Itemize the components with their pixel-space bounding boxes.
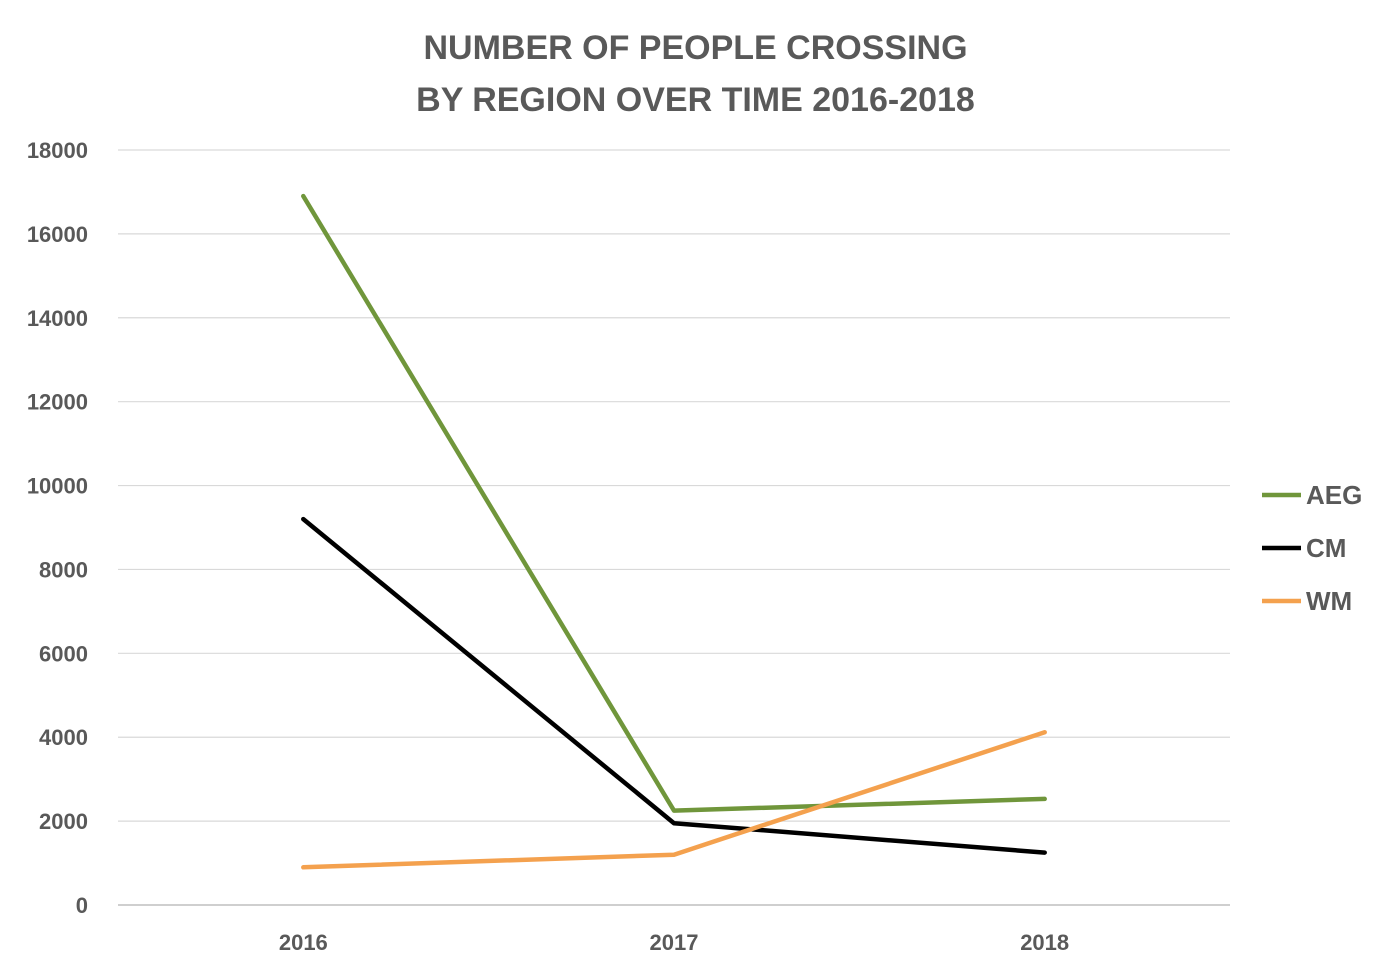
y-tick-label: 10000 — [27, 474, 88, 499]
y-tick-label: 6000 — [39, 641, 88, 666]
legend-label-cm: CM — [1306, 533, 1346, 563]
y-tick-label: 2000 — [39, 809, 88, 834]
y-axis-labels: 0 2000 4000 6000 8000 10000 12000 14000 16000 180… — [27, 138, 88, 918]
y-tick-label: 16000 — [27, 222, 88, 247]
series-line-wm — [301, 729, 1047, 870]
y-tick-label: 12000 — [27, 390, 88, 415]
series-line-aeg — [301, 193, 1047, 813]
chart-title-line-1: NUMBER OF PEOPLE CROSSING — [423, 29, 968, 67]
y-tick-label: 0 — [76, 893, 88, 918]
gridlines — [118, 149, 1230, 906]
chart-title: NUMBER OF PEOPLE CROSSING BY REGION OVER… — [0, 22, 1391, 126]
x-tick-label: 2017 — [650, 930, 699, 955]
chart-title-line-2: BY REGION OVER TIME 2016-2018 — [416, 81, 975, 119]
legend: AEG CM WM — [1262, 480, 1362, 616]
y-tick-label: 4000 — [39, 725, 88, 750]
series-line-cm — [301, 516, 1047, 855]
y-tick-label: 8000 — [39, 557, 88, 582]
legend-label-aeg: AEG — [1306, 480, 1362, 510]
y-tick-label: 14000 — [27, 306, 88, 331]
x-tick-label: 2018 — [1020, 930, 1069, 955]
x-axis-labels: 2016 2017 2018 — [279, 930, 1069, 955]
y-tick-label: 18000 — [27, 138, 88, 163]
series-lines — [301, 193, 1047, 870]
legend-label-wm: WM — [1306, 586, 1352, 616]
x-tick-label: 2016 — [279, 930, 328, 955]
